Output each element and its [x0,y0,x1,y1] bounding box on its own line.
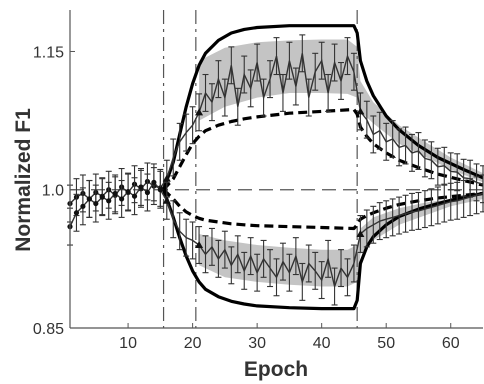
data-point [144,189,151,196]
dashed-envelope-curve [162,188,484,231]
y-tick-label: 1.15 [33,44,64,61]
data-point [356,229,365,237]
x-axis-title: Epoch [244,358,308,381]
data-point [86,196,92,202]
x-tick-label: 60 [442,335,460,352]
tick-labels: 10 20 30 40 50 60 0.85 1.0 1.15 [33,44,460,352]
data-point [356,107,365,115]
data-point [157,187,163,193]
data-point [119,196,125,202]
data-point [162,174,171,182]
dashed-envelope-curve [162,107,484,191]
data-point [106,198,112,204]
solid-envelope-curve [162,24,484,191]
axes [69,10,483,329]
data-point [125,188,131,195]
y-axis-title: Normalized F1 [12,108,35,252]
data-point [138,184,144,190]
data-point [80,203,86,209]
y-tick-label: 1.0 [42,183,64,200]
data-point [195,108,204,116]
data-point [131,193,138,199]
x-tick-label: 20 [184,335,202,352]
data-point [112,190,118,197]
data-point [73,210,80,216]
y-tick-label: 0.85 [33,321,64,338]
x-tick-label: 40 [313,335,331,352]
data-point [151,179,157,185]
data-point [195,241,204,249]
data-point [162,196,171,204]
data-point [99,194,105,200]
x-tick-label: 10 [119,335,137,352]
x-tick-label: 30 [248,335,266,352]
data-point [93,200,99,207]
data-series [67,34,484,306]
x-tick-label: 50 [377,335,395,352]
